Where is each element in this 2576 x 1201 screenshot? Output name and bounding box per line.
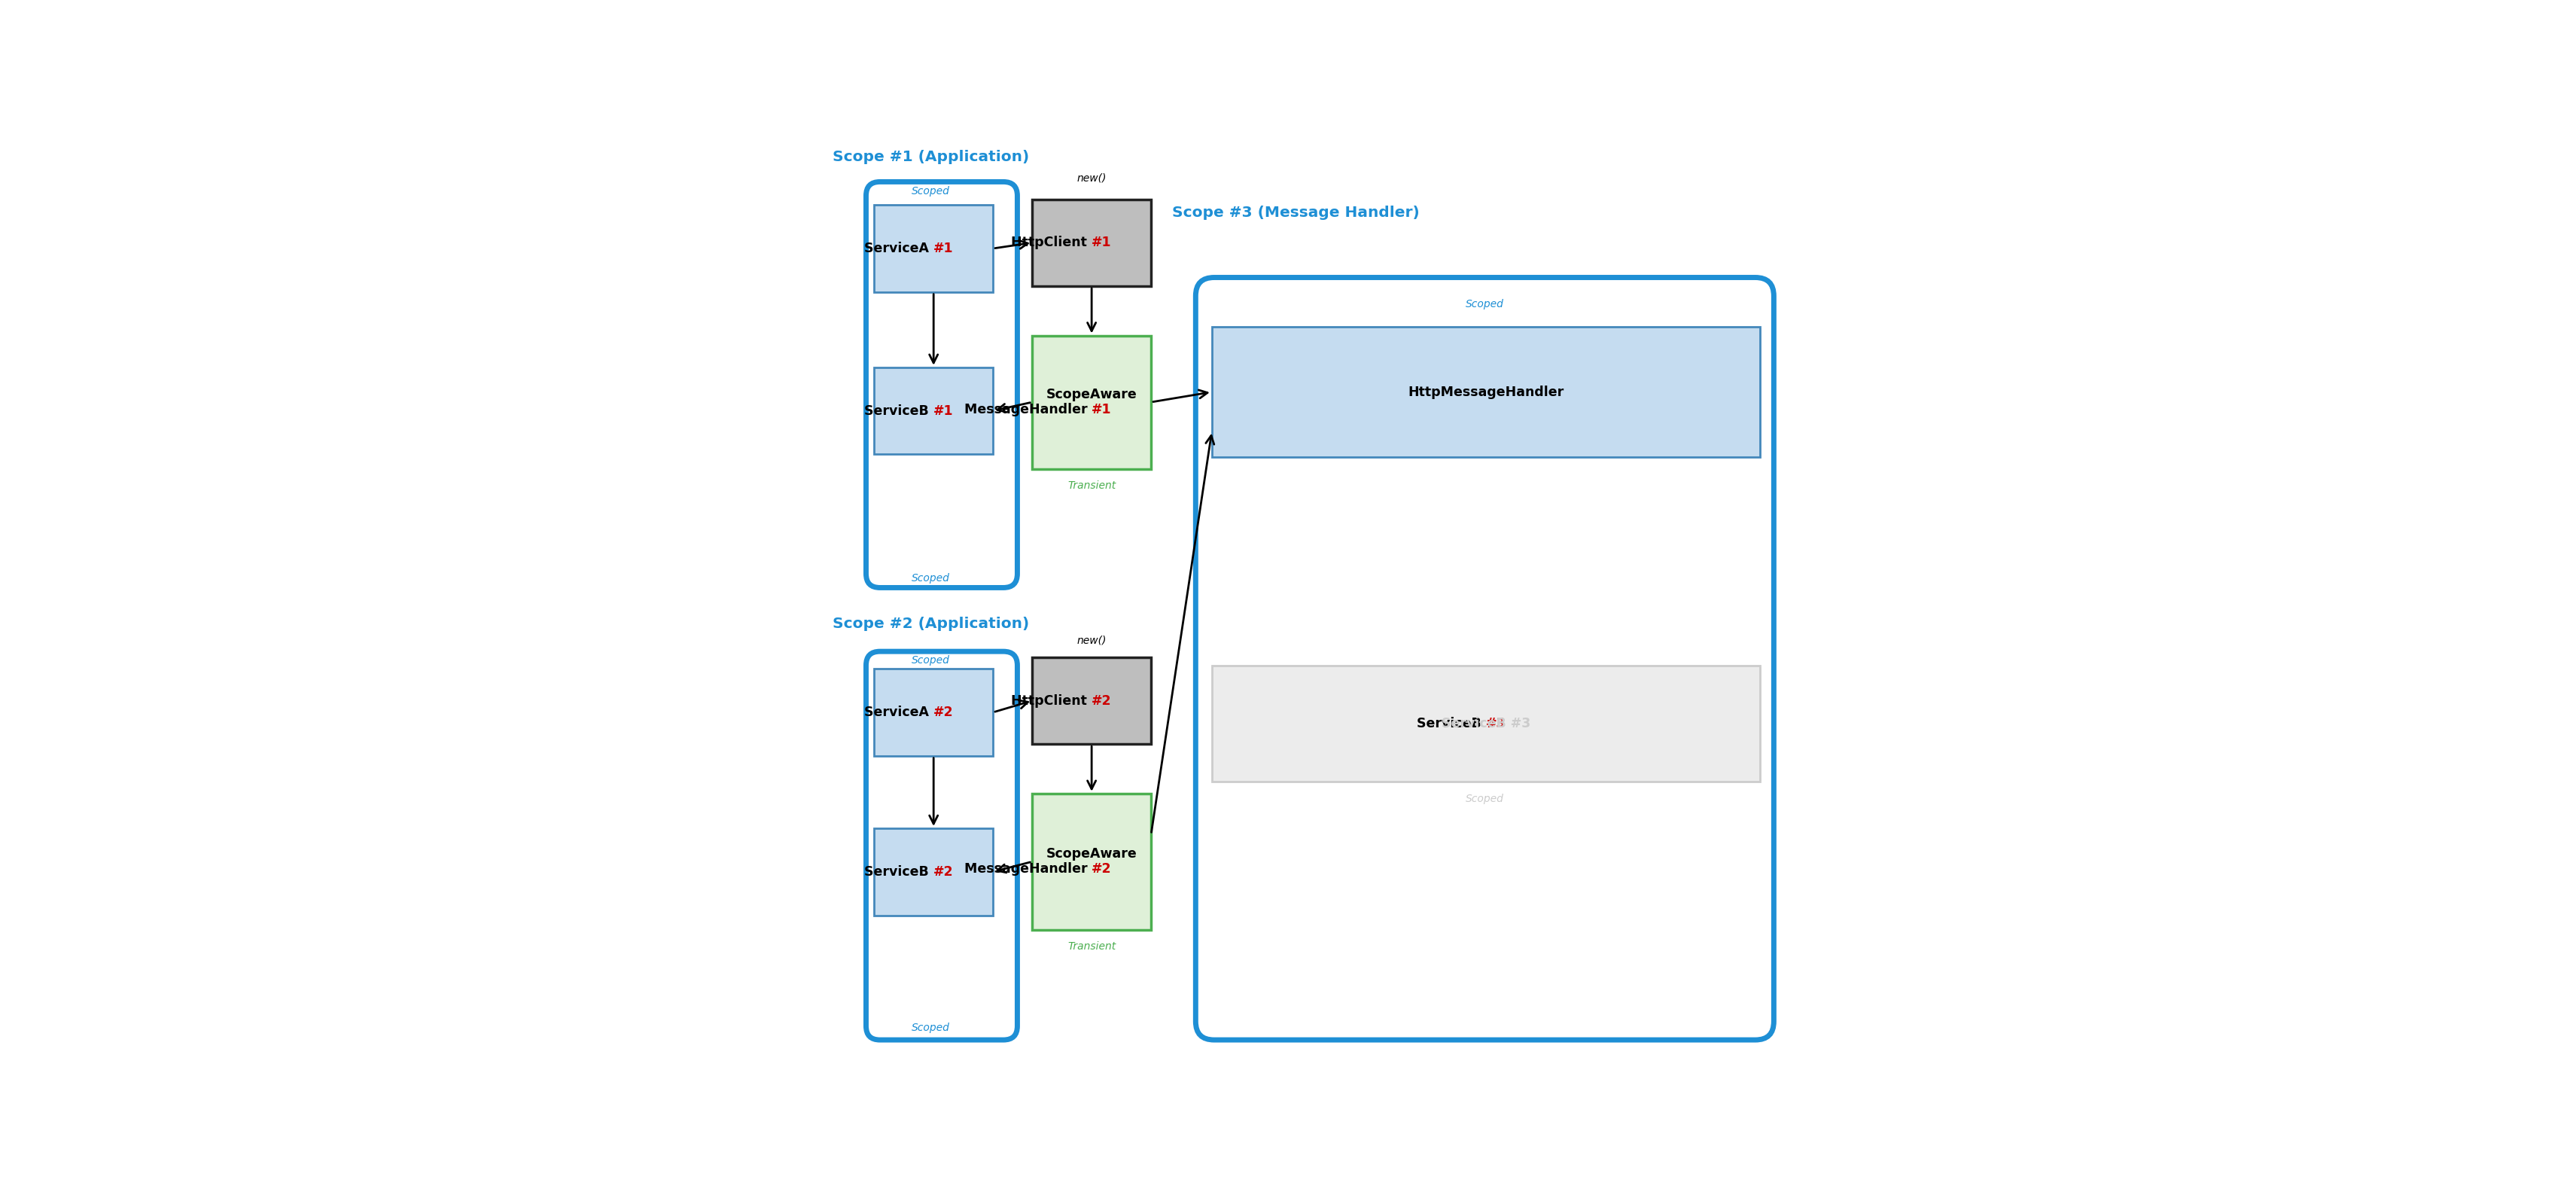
Text: ServiceA: ServiceA	[866, 705, 933, 719]
Text: Transient: Transient	[1066, 480, 1115, 491]
Bar	[1033, 657, 1151, 745]
Text: Scoped: Scoped	[912, 573, 951, 584]
Text: HttpMessageHandler: HttpMessageHandler	[1409, 386, 1564, 399]
Bar	[873, 669, 992, 755]
Text: ServiceA: ServiceA	[866, 241, 933, 256]
Text: Scope #1 (Application): Scope #1 (Application)	[832, 150, 1030, 165]
Text: Transient: Transient	[1066, 942, 1115, 952]
Text: HttpClient: HttpClient	[1012, 694, 1092, 707]
Text: #3: #3	[1486, 717, 1507, 730]
Bar	[1211, 665, 1759, 782]
Text: Scoped: Scoped	[1466, 299, 1504, 310]
Text: new(): new()	[1077, 173, 1108, 184]
Bar	[1033, 199, 1151, 286]
Text: #1: #1	[933, 241, 953, 256]
FancyBboxPatch shape	[866, 651, 1018, 1040]
Text: Scope #3 (Message Handler): Scope #3 (Message Handler)	[1172, 205, 1419, 220]
Text: #2: #2	[933, 705, 953, 719]
Text: Scoped: Scoped	[1466, 794, 1504, 803]
Text: ServiceB: ServiceB	[866, 865, 933, 879]
Text: #1: #1	[1092, 402, 1113, 417]
Text: Scoped: Scoped	[912, 186, 951, 196]
FancyBboxPatch shape	[1195, 277, 1775, 1040]
Text: new(): new()	[1077, 635, 1108, 646]
Text: ServiceB: ServiceB	[866, 404, 933, 418]
Bar	[1033, 794, 1151, 930]
Bar	[1033, 335, 1151, 468]
Text: Scope #2 (Application): Scope #2 (Application)	[832, 617, 1030, 632]
Text: ServiceB #3: ServiceB #3	[1443, 717, 1530, 730]
Text: Scoped: Scoped	[912, 656, 951, 665]
Text: ScopeAware: ScopeAware	[1046, 848, 1136, 861]
Text: #1: #1	[933, 404, 953, 418]
Text: ScopeAware: ScopeAware	[1046, 388, 1136, 401]
Text: #2: #2	[933, 865, 953, 879]
Text: #2: #2	[1092, 694, 1113, 707]
Text: HttpClient: HttpClient	[1012, 235, 1092, 250]
Text: MessageHandler: MessageHandler	[963, 862, 1092, 876]
Bar	[873, 368, 992, 454]
Bar	[1211, 327, 1759, 458]
Text: Scoped: Scoped	[912, 1022, 951, 1033]
Bar	[873, 829, 992, 915]
Text: #1: #1	[1092, 235, 1113, 250]
Text: ServiceB: ServiceB	[1417, 717, 1486, 730]
Text: MessageHandler: MessageHandler	[963, 402, 1092, 417]
Bar	[873, 205, 992, 292]
FancyBboxPatch shape	[866, 181, 1018, 587]
Text: #2: #2	[1092, 862, 1113, 876]
